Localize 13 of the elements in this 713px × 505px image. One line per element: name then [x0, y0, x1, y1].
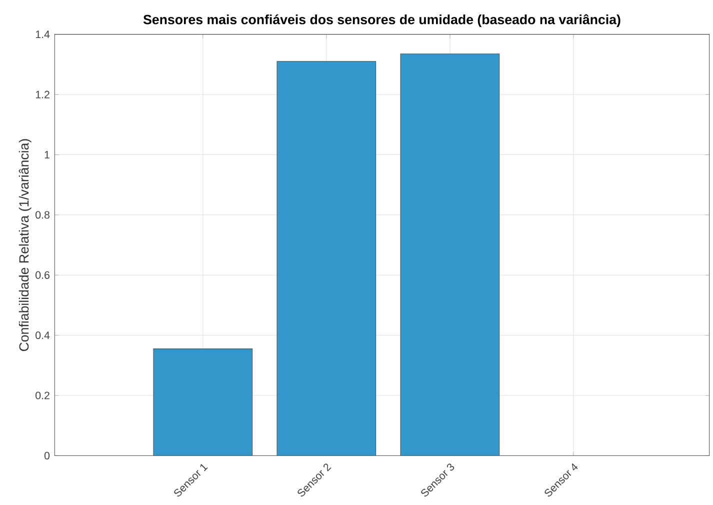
y-axis-title: Confiabilidade Relativa (1/variância)	[18, 139, 32, 352]
y-tick-label: 0.4	[36, 332, 50, 340]
y-tick-label: 1.2	[36, 90, 50, 98]
y-tick-label: 0.6	[36, 271, 50, 279]
bar	[153, 348, 253, 456]
y-tick-label: 1	[44, 151, 50, 158]
bar	[276, 61, 376, 456]
y-tick-label: 0.8	[36, 211, 50, 219]
bar	[400, 54, 500, 456]
y-tick-label: 0.2	[36, 392, 50, 400]
y-tick-label: 0	[44, 452, 50, 460]
chart-title: Sensores mais confiáveis dos sensores de umidade (baseado na variância)	[143, 14, 620, 27]
y-tick-label: 1.4	[36, 30, 50, 38]
